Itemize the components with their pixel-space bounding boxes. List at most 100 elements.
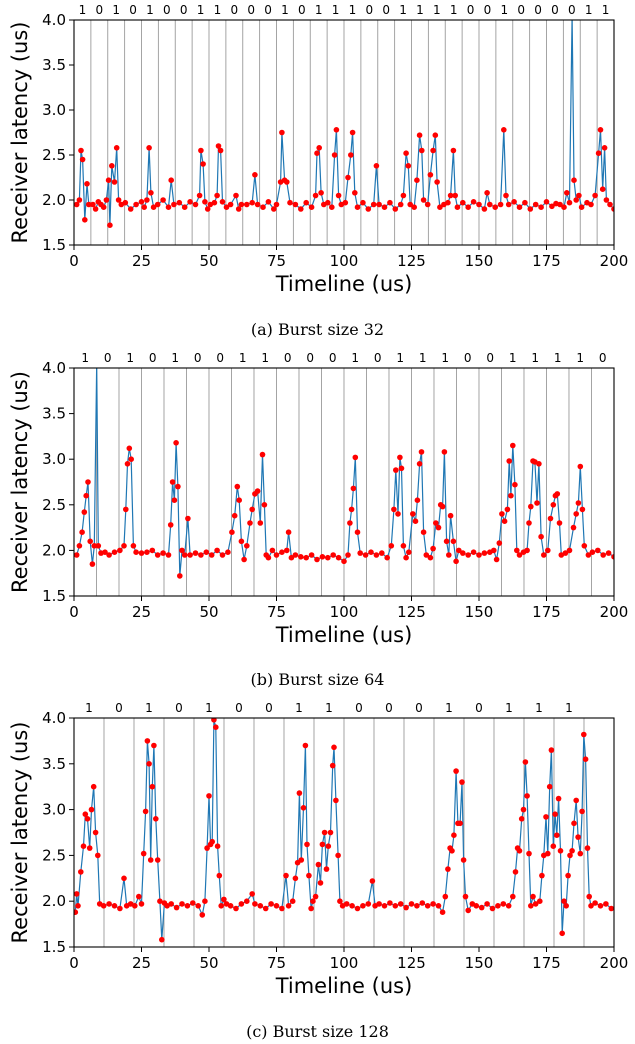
latency-point xyxy=(292,875,299,882)
latency-point xyxy=(325,199,331,206)
latency-point xyxy=(140,850,147,857)
latency-point xyxy=(209,838,215,845)
latency-point xyxy=(407,201,414,208)
latency-point xyxy=(586,893,592,900)
x-tick-label: 150 xyxy=(465,954,494,972)
latency-point xyxy=(113,145,120,151)
bit-label: 0 xyxy=(298,3,306,17)
latency-point xyxy=(570,524,577,531)
latency-point xyxy=(592,192,598,199)
latency-point xyxy=(265,554,272,561)
latency-point xyxy=(566,199,573,206)
y-tick-label: 2.5 xyxy=(42,496,66,514)
latency-point xyxy=(565,872,571,879)
latency-point xyxy=(176,199,183,206)
latency-point xyxy=(342,199,349,206)
latency-point xyxy=(373,552,380,558)
latency-point xyxy=(597,903,604,909)
latency-point xyxy=(539,872,545,879)
bit-label: 0 xyxy=(284,351,292,365)
latency-point xyxy=(175,483,181,490)
latency-point xyxy=(289,898,296,904)
latency-point xyxy=(335,852,341,859)
latency-point xyxy=(331,152,338,158)
latency-point xyxy=(192,201,199,208)
latency-point xyxy=(138,199,145,205)
bit-label: 1 xyxy=(239,351,247,365)
latency-point xyxy=(260,204,266,210)
latency-point xyxy=(449,848,455,854)
latency-point xyxy=(179,901,185,907)
x-tick-label: 200 xyxy=(600,252,629,270)
y-axis-title: Receiver latency (us) xyxy=(8,371,32,593)
latency-point xyxy=(561,898,567,904)
latency-point xyxy=(545,547,551,554)
latency-point xyxy=(298,554,304,560)
latency-point xyxy=(376,201,382,208)
latency-point xyxy=(470,549,477,555)
latency-point xyxy=(200,161,206,167)
latency-point xyxy=(362,552,369,558)
latency-point xyxy=(369,878,376,884)
bit-label: 0 xyxy=(230,3,238,17)
latency-point xyxy=(349,129,356,136)
bit-label: 1 xyxy=(332,3,340,17)
series-group xyxy=(74,718,614,943)
bit-label: 0 xyxy=(382,3,390,17)
x-tick-label: 25 xyxy=(132,603,151,621)
latency-point xyxy=(441,449,448,455)
latency-point xyxy=(506,458,512,464)
latency-point xyxy=(588,903,594,909)
latency-point xyxy=(518,816,525,822)
latency-point xyxy=(284,547,290,554)
latency-point xyxy=(439,909,446,915)
y-tick-label: 3.0 xyxy=(42,450,66,468)
latency-point xyxy=(552,811,558,817)
latency-point xyxy=(244,543,250,549)
latency-point xyxy=(111,903,118,909)
latency-point xyxy=(288,554,295,561)
latency-point xyxy=(79,156,86,163)
latency-point xyxy=(411,204,418,210)
latency-point xyxy=(545,850,551,857)
bit-label: 1 xyxy=(197,3,205,17)
latency-point xyxy=(185,515,191,522)
latency-point xyxy=(432,132,439,138)
latency-point xyxy=(607,201,613,208)
latency-point xyxy=(149,547,156,554)
latency-point xyxy=(460,550,466,556)
latency-point xyxy=(117,547,123,554)
latency-point xyxy=(159,936,165,943)
latency-point xyxy=(473,903,480,909)
latency-point xyxy=(133,549,139,555)
latency-point xyxy=(453,558,459,565)
y-tick-label: 2.0 xyxy=(42,541,66,559)
latency-point xyxy=(447,512,454,519)
bit-label: 0 xyxy=(551,3,559,17)
bit-label: 1 xyxy=(441,351,449,365)
latency-point xyxy=(414,903,420,909)
latency-point xyxy=(493,556,500,563)
latency-point xyxy=(141,204,147,210)
latency-point xyxy=(603,901,609,907)
latency-point xyxy=(579,506,586,513)
latency-point xyxy=(144,549,150,555)
latency-point xyxy=(562,550,569,556)
chart-panel-a: 1 0 1 0 1 0 0 1 1 0 0 0 1 0 1 1 1 0 0 1 1 1 1 0 0 1 0 0 0 0 1 1 0 25 50 75 1… xyxy=(0,0,635,348)
latency-point xyxy=(233,905,239,912)
latency-point xyxy=(187,552,193,558)
latency-point xyxy=(111,549,118,555)
x-tick-label: 100 xyxy=(330,954,359,972)
latency-point xyxy=(213,724,219,730)
latency-point xyxy=(214,192,220,199)
latency-point xyxy=(379,550,385,556)
bit-label: 0 xyxy=(355,701,363,715)
latency-point xyxy=(233,192,239,199)
bit-label: 0 xyxy=(464,351,472,365)
x-tick-label: 50 xyxy=(199,954,218,972)
latency-point xyxy=(447,192,454,199)
latency-point xyxy=(418,449,425,455)
bit-label: 0 xyxy=(475,701,483,715)
x-tick-label: 175 xyxy=(532,954,561,972)
latency-point xyxy=(354,905,361,912)
